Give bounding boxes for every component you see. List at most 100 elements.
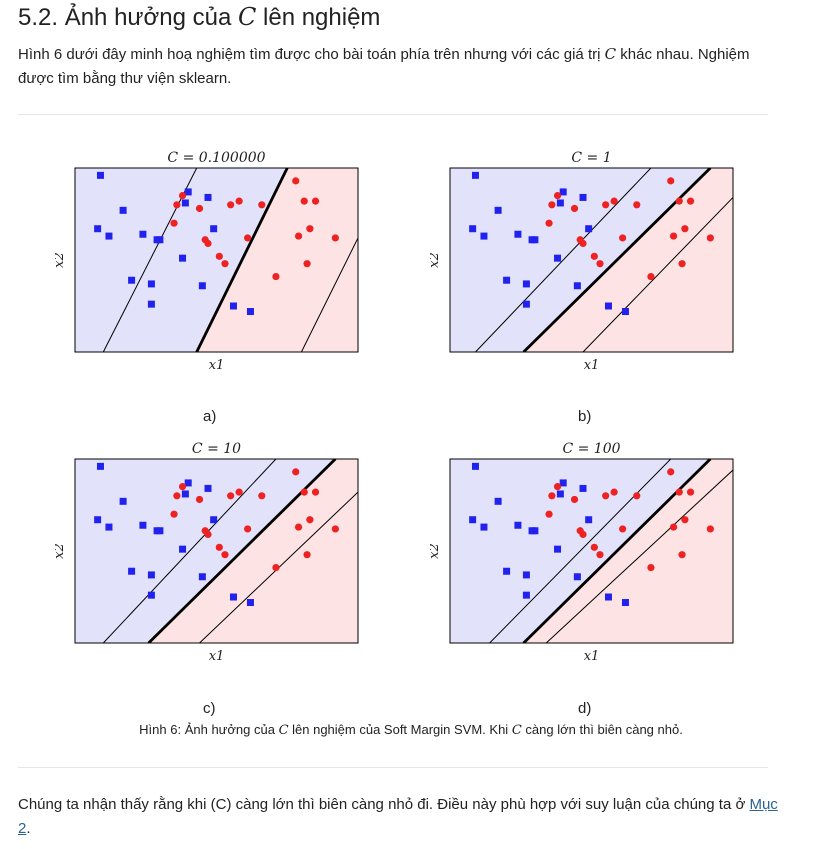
blue-point bbox=[621, 308, 629, 316]
blue-point bbox=[96, 171, 104, 179]
red-point bbox=[675, 197, 683, 205]
caption-text-1: Hình 6: Ảnh hưởng của bbox=[139, 722, 275, 737]
red-point bbox=[647, 563, 655, 572]
blue-point bbox=[147, 571, 155, 579]
red-point bbox=[681, 225, 689, 233]
plot-frame bbox=[74, 167, 359, 353]
x-axis-label: x1 bbox=[209, 649, 225, 664]
figure-a: C = 0.100000 x1 x2 bbox=[52, 145, 365, 380]
red-point bbox=[272, 563, 280, 572]
blue-point bbox=[156, 527, 164, 535]
blue-point bbox=[471, 171, 479, 179]
red-point bbox=[678, 551, 686, 559]
blue-point bbox=[139, 230, 147, 238]
blue-point bbox=[147, 300, 155, 308]
red-point bbox=[303, 551, 311, 559]
section-heading: 5.2. Ảnh hưởng của C lên nghiệm bbox=[18, 3, 380, 32]
red-point bbox=[258, 201, 266, 209]
red-point bbox=[590, 543, 598, 551]
blue-point bbox=[179, 254, 187, 262]
y-axis-label: x2 bbox=[430, 543, 442, 559]
intro-var: C bbox=[604, 45, 617, 63]
x-axis-label: x1 bbox=[209, 358, 225, 373]
section-title-var: C bbox=[237, 3, 257, 31]
blue-point bbox=[204, 193, 212, 201]
red-point bbox=[548, 201, 556, 209]
red-point bbox=[173, 201, 181, 209]
y-axis-label: x2 bbox=[430, 252, 442, 268]
divider-top bbox=[18, 114, 768, 115]
red-point bbox=[686, 197, 695, 205]
blue-point bbox=[522, 591, 530, 599]
plot-area bbox=[75, 168, 358, 352]
blue-point bbox=[604, 302, 612, 310]
red-point bbox=[227, 201, 235, 209]
red-point bbox=[548, 492, 556, 500]
red-point bbox=[596, 551, 604, 559]
chart-d: C = 100 x1 x2 bbox=[427, 441, 734, 664]
red-point bbox=[331, 525, 339, 533]
red-point bbox=[619, 525, 627, 533]
red-point bbox=[292, 468, 300, 476]
class-red-region bbox=[148, 459, 358, 643]
red-point bbox=[215, 543, 223, 551]
blue-point bbox=[585, 225, 593, 233]
margin-line-1 bbox=[102, 459, 277, 643]
red-point bbox=[300, 197, 308, 205]
red-point bbox=[221, 551, 229, 559]
red-point bbox=[221, 260, 229, 268]
red-point bbox=[294, 523, 303, 531]
figure-d: C = 100 x1 x2 bbox=[427, 436, 740, 671]
red-point bbox=[292, 177, 300, 185]
chart-b: C = 1 x1 x2 bbox=[427, 150, 734, 373]
red-point bbox=[227, 492, 235, 500]
red-point bbox=[178, 192, 187, 200]
red-point bbox=[633, 201, 641, 209]
plot-frame bbox=[449, 167, 734, 353]
blue-point bbox=[522, 300, 530, 308]
blue-point bbox=[94, 225, 102, 233]
red-point bbox=[244, 234, 252, 242]
blue-point bbox=[198, 282, 206, 290]
red-point bbox=[669, 523, 678, 531]
red-point bbox=[170, 219, 178, 227]
red-point bbox=[195, 495, 204, 504]
plot-area bbox=[75, 459, 358, 643]
chart-title: C = 10 bbox=[192, 441, 241, 457]
red-point bbox=[590, 252, 598, 260]
red-point bbox=[647, 272, 655, 281]
red-point bbox=[570, 204, 579, 213]
conclusion-paragraph: Chúng ta nhận thấy rằng khi (C) càng lớn… bbox=[18, 793, 788, 841]
figure-caption: Hình 6: Ảnh hưởng của C lên nghiệm của S… bbox=[0, 722, 822, 738]
chart-a: C = 0.100000 x1 x2 bbox=[52, 150, 359, 373]
blue-point bbox=[554, 254, 562, 262]
blue-point bbox=[604, 593, 612, 601]
blue-point bbox=[471, 462, 479, 470]
section-2-link[interactable]: Mục 2 bbox=[18, 796, 778, 837]
red-point bbox=[545, 219, 553, 227]
red-point bbox=[178, 483, 187, 491]
chart-title: C = 1 bbox=[571, 150, 611, 166]
red-point bbox=[596, 260, 604, 268]
blue-point bbox=[494, 497, 502, 505]
blue-point bbox=[559, 188, 567, 196]
intro-text-2: khác nhau. Nghiệm được tìm bằng thư viện… bbox=[18, 46, 750, 87]
red-point bbox=[300, 488, 308, 496]
red-point bbox=[570, 495, 579, 504]
blue-point bbox=[181, 490, 189, 498]
intro-text-1: Hình 6 dưới đây minh hoạ nghiệm tìm được… bbox=[18, 46, 601, 63]
red-point bbox=[306, 516, 314, 524]
red-point bbox=[678, 260, 686, 268]
blue-point bbox=[119, 497, 127, 505]
decision-boundary bbox=[195, 168, 289, 352]
blue-point bbox=[210, 516, 218, 524]
blue-point bbox=[573, 282, 581, 290]
x-axis-label: x1 bbox=[584, 649, 600, 664]
chart-title: C = 0.100000 bbox=[167, 150, 265, 166]
blue-point bbox=[147, 591, 155, 599]
subfig-label-b: b) bbox=[578, 408, 592, 425]
blue-point bbox=[514, 230, 522, 238]
red-point bbox=[331, 234, 339, 242]
blue-point bbox=[531, 236, 539, 244]
caption-text-3: càng lớn thì biên càng nhỏ. bbox=[525, 722, 683, 737]
